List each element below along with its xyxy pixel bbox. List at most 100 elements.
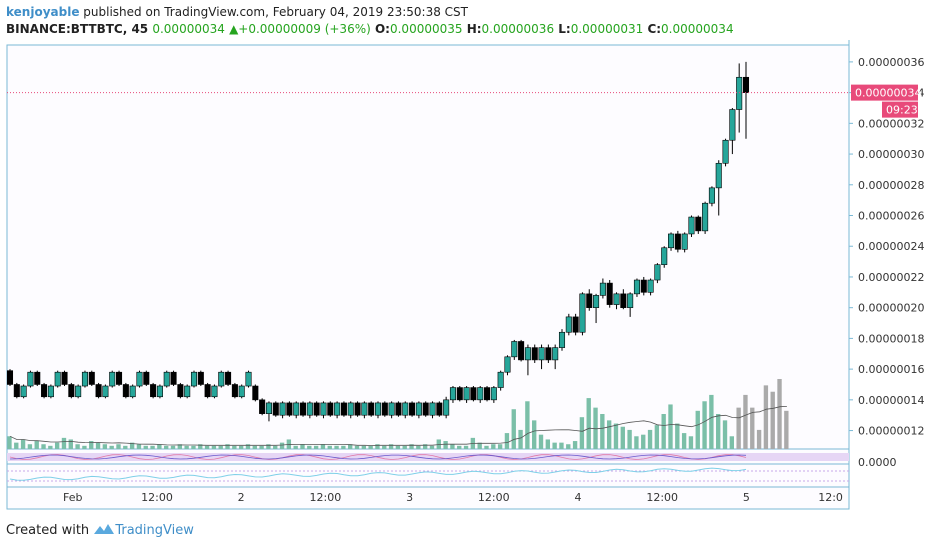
candle-body — [545, 347, 552, 361]
candle-body — [156, 385, 163, 398]
tradingview-logo-icon — [94, 524, 115, 534]
candle-body — [245, 371, 252, 387]
volume-bar — [422, 444, 428, 449]
open-value: 0.00000035 — [389, 22, 463, 36]
volume-bar — [20, 439, 26, 449]
candle-body — [702, 202, 709, 232]
volume-bar — [136, 444, 142, 449]
volume-bar — [266, 444, 271, 449]
volume-bar — [736, 407, 741, 449]
price-chart[interactable]: 0.00000036 0.00000034 0.00000032 0.00000030… — [0, 40, 932, 510]
volume-bar — [225, 444, 230, 449]
publish-info: kenjoyable published on TradingView.com,… — [6, 5, 468, 19]
volume-bar — [709, 394, 714, 449]
volume-bar — [681, 433, 687, 449]
volume-bar — [348, 444, 353, 449]
x-tick-label: Feb — [63, 491, 82, 504]
volume-bar — [388, 444, 394, 449]
candle-body — [116, 371, 123, 385]
volume-bar — [170, 445, 176, 449]
candle-body — [265, 402, 272, 414]
volume-bar — [743, 394, 748, 449]
published-text: published on TradingView.com, February 0… — [83, 5, 468, 19]
volume-bar — [368, 445, 373, 449]
candle-body — [633, 279, 640, 295]
y-tick-label: 0.00000030 — [858, 148, 924, 161]
volume-bar — [763, 385, 769, 449]
candle-body — [484, 387, 491, 401]
x-tick-label: 5 — [743, 491, 750, 504]
volume-bar — [307, 445, 312, 449]
last-price: 0.00000034 — [152, 22, 225, 36]
y-tick-label: 0.00000024 — [858, 240, 924, 253]
candle-body — [456, 387, 463, 401]
low-value: 0.00000031 — [570, 22, 644, 36]
volume-bar — [95, 442, 101, 449]
candle-body — [286, 402, 293, 416]
volume-bar — [27, 444, 33, 449]
volume-bar — [409, 444, 414, 449]
volume-bar — [552, 442, 557, 449]
x-tick-label: 3 — [406, 491, 413, 504]
candle-body — [688, 216, 695, 235]
volume-bar — [702, 401, 707, 449]
volume-bar — [566, 444, 571, 449]
oscillator-line — [9, 454, 747, 460]
candle-body — [225, 371, 232, 385]
candle-body — [647, 279, 654, 293]
volume-bar — [150, 445, 155, 449]
volume-bar — [41, 444, 46, 449]
author-name[interactable]: kenjoyable — [6, 5, 80, 19]
candle-body — [415, 402, 422, 416]
candle-body — [170, 371, 177, 385]
volume-bar — [559, 442, 564, 449]
created-with-text: Created with — [6, 523, 90, 538]
candle-body — [320, 402, 327, 416]
candle-body — [606, 282, 613, 305]
candle-body — [736, 76, 743, 110]
volume-bar — [695, 410, 700, 449]
volume-bar — [259, 445, 264, 449]
volume-bar — [654, 425, 660, 449]
candle-body — [211, 385, 218, 398]
candle-body — [640, 279, 647, 293]
candle-body — [742, 76, 750, 93]
candle-body — [177, 384, 184, 398]
volume-bar — [48, 445, 53, 449]
candle-body — [722, 139, 729, 164]
current-price-tag — [851, 84, 918, 101]
candle-body — [531, 347, 538, 361]
candle-body — [422, 402, 429, 416]
candle-body — [334, 402, 341, 416]
tradingview-brand[interactable]: TradingView — [115, 523, 194, 538]
candle-body — [470, 387, 477, 401]
plot-area — [6, 44, 850, 510]
volume-bar — [300, 444, 305, 449]
candle-body — [449, 387, 456, 401]
volume-bar — [613, 423, 619, 449]
volume-bar — [273, 445, 278, 449]
volume-bar — [770, 391, 775, 449]
volume-bar — [579, 417, 585, 449]
candle-body — [347, 402, 354, 416]
candle-body — [708, 187, 715, 204]
candle-body — [163, 371, 170, 387]
volume-bar — [429, 445, 435, 449]
candle-body — [654, 264, 661, 281]
symbol-label[interactable]: BINANCE:BTTBTC, 45 — [6, 22, 149, 36]
x-tick-label: 12:00 — [478, 491, 510, 504]
volume-bar — [518, 429, 523, 449]
volume-bar — [675, 423, 680, 449]
candle-body — [620, 293, 627, 308]
volume-bar — [497, 444, 503, 449]
volume-bar — [184, 445, 189, 449]
candle-body — [238, 385, 245, 398]
y-tick-label: 0.00000028 — [858, 179, 924, 192]
y-tick-label: 0.00000012 — [858, 425, 924, 438]
volume-bar — [109, 445, 114, 449]
volume-bar — [334, 445, 339, 449]
candle-body — [579, 293, 586, 333]
close-label: C: — [647, 22, 662, 36]
candle-body — [252, 385, 259, 401]
volume-bar — [164, 445, 169, 449]
